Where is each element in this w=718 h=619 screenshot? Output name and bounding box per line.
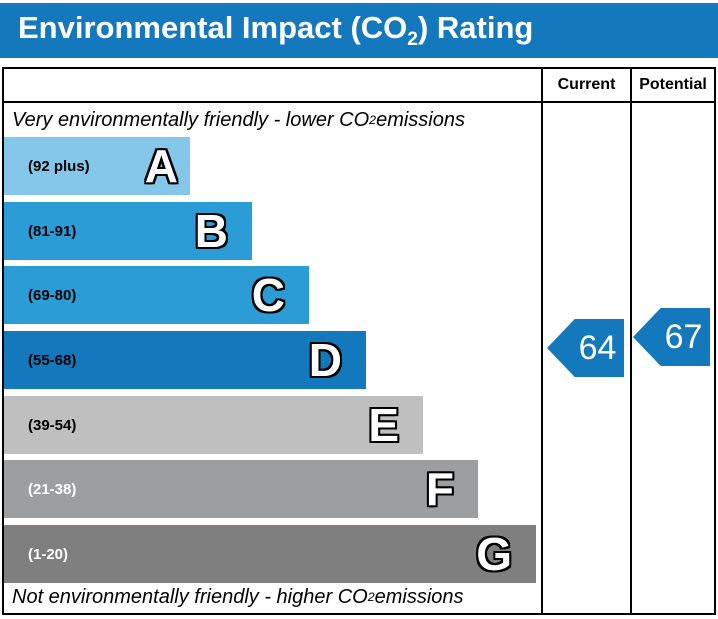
- chart-title-bar: Environmental Impact (CO2) Rating: [0, 3, 718, 58]
- potential-rating-value: 67: [664, 317, 703, 356]
- band-f: (21-38) F: [4, 460, 478, 518]
- rating-table: Current Potential Very environmentally f…: [2, 67, 716, 615]
- band-d-range: (55-68): [28, 351, 77, 369]
- bottom-caption: Not environmentally friendly - higher CO…: [12, 581, 464, 613]
- top-caption-subscript: 2: [369, 113, 377, 127]
- band-f-letter: F: [425, 463, 454, 515]
- band-b-letter: B: [194, 205, 228, 257]
- band-e-range: (39-54): [28, 416, 77, 434]
- current-rating-arrow: 64: [547, 319, 624, 377]
- top-caption: Very environmentally friendly - lower CO…: [12, 104, 465, 136]
- band-e: (39-54) E: [4, 396, 423, 454]
- band-c-letter: C: [251, 269, 285, 321]
- band-c-range: (69-80): [28, 286, 77, 304]
- band-a: (92 plus) A: [4, 137, 190, 195]
- chart-title-pre: Environmental Impact (CO: [18, 9, 408, 45]
- band-g: (1-20) G: [4, 525, 536, 583]
- potential-column-header: Potential: [639, 76, 707, 93]
- band-g-range: (1-20): [28, 545, 69, 563]
- chart-title: Environmental Impact (CO2) Rating: [0, 10, 533, 51]
- header-row-divider: [4, 101, 714, 103]
- band-b: (81-91) B: [4, 202, 252, 260]
- potential-rating-arrow: 67: [633, 308, 710, 366]
- band-e-letter: E: [368, 399, 399, 451]
- band-b-range: (81-91): [28, 222, 77, 240]
- chart-title-subscript: 2: [407, 29, 418, 51]
- band-d-letter: D: [308, 334, 342, 386]
- bottom-caption-subscript: 2: [367, 590, 375, 604]
- top-caption-pre: Very environmentally friendly - lower CO: [12, 108, 370, 131]
- band-a-range: (92 plus): [28, 157, 90, 175]
- bottom-caption-pre: Not environmentally friendly - higher CO: [12, 585, 368, 608]
- current-column-header: Current: [557, 76, 616, 93]
- band-a-letter: A: [144, 140, 178, 192]
- top-caption-post: emissions: [376, 108, 465, 131]
- bottom-caption-post: emissions: [374, 585, 464, 608]
- band-f-range: (21-38): [28, 480, 77, 498]
- potential-column-divider: [630, 69, 632, 613]
- chart-title-post: ) Rating: [417, 9, 534, 45]
- current-column-divider: [541, 69, 543, 613]
- current-rating-value: 64: [578, 328, 617, 367]
- band-c: (69-80) C: [4, 266, 309, 324]
- band-g-letter: G: [476, 528, 512, 580]
- band-d: (55-68) D: [4, 331, 366, 389]
